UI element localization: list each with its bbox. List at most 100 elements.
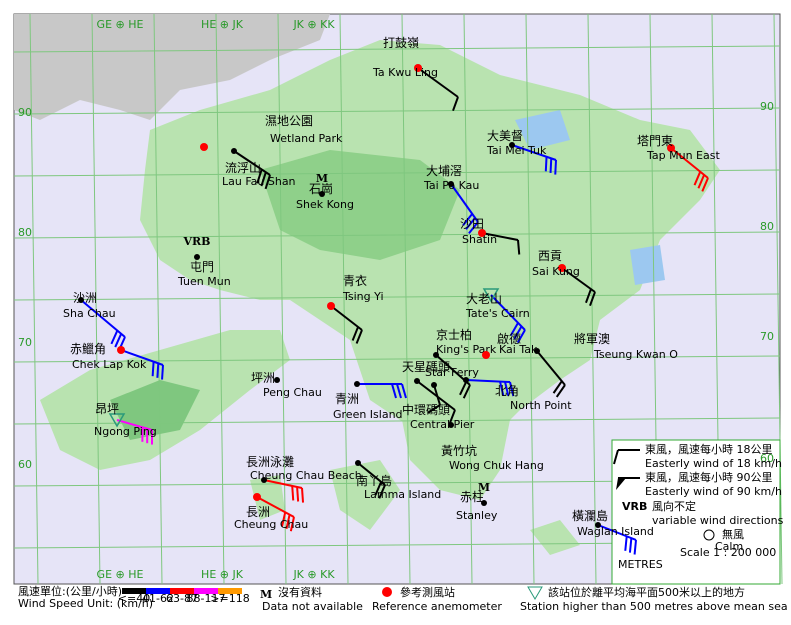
station-name-en: Cheung Chau (234, 518, 308, 531)
wind-shaft (330, 305, 363, 331)
footer-text: Wind Speed Unit: (km/h) (18, 597, 153, 610)
wind-barb (448, 409, 456, 424)
grid-line (339, 13, 349, 585)
station (595, 522, 601, 528)
station-name-en: King's Park (436, 343, 497, 356)
wind-shaft (597, 524, 637, 541)
speed-range: 88-117 (187, 592, 226, 605)
footer-high (527, 586, 543, 600)
station-name-cn: 打鼓嶺 (383, 36, 419, 50)
high-station (108, 413, 126, 428)
station-name-cn: 石崗 (309, 182, 333, 196)
footer-symbol: M (260, 588, 272, 601)
legend-text: METRES (618, 558, 663, 571)
wind-barb (452, 96, 459, 112)
station (355, 460, 361, 466)
station-name-en: Tsing Yi (342, 290, 384, 303)
reference-station (117, 346, 125, 354)
wind-barb (296, 486, 300, 502)
wind-barb (260, 171, 267, 187)
station-name-en: Ta Kwu Ling (372, 66, 438, 79)
wind-barb (589, 291, 596, 307)
wind-shaft (263, 479, 303, 489)
wind-barb (509, 381, 515, 397)
station-name-cn: 啟德 (497, 331, 521, 346)
station-name-cn: 京士柏 (436, 327, 472, 342)
legend-text: 無風 (722, 527, 744, 541)
wind-barb (499, 381, 505, 396)
legend-flag (616, 478, 626, 490)
station (414, 378, 420, 384)
legend-barb (613, 449, 619, 465)
high-station (482, 288, 500, 303)
grid-line (525, 13, 535, 585)
wind-barb (264, 174, 271, 190)
wind-barb (156, 363, 160, 378)
wind-barb (161, 364, 164, 380)
station-name-cn: 大埔滘 (426, 164, 462, 178)
speed-color (170, 588, 194, 594)
wind-barb (256, 169, 263, 184)
grid-label: HE ⊕ JK (201, 568, 244, 581)
wind-barb (513, 325, 523, 340)
station-name-en: Lau Fau Shan (222, 175, 296, 188)
station-name-cn: 赤柱 (460, 489, 484, 504)
station-name-cn: 長洲 (246, 505, 270, 519)
legend-text: Scale 1 : 200 000 (680, 546, 776, 559)
wind-shaft (450, 183, 479, 223)
grid-line (773, 13, 783, 585)
footer-text: 該站位於離平均海平面500米以上的地方 (548, 585, 745, 599)
station-name-cn: 流浮山 (225, 161, 261, 175)
legend-text: Calm (715, 540, 743, 553)
station-name-en: Chek Lap Kok (72, 358, 147, 371)
station (534, 348, 540, 354)
speed-color (218, 588, 242, 594)
wind-shaft (416, 380, 456, 411)
legend-text: 風向不定 (652, 499, 696, 513)
station-name-en: Waglan Island (577, 525, 654, 538)
wind-barb (549, 158, 553, 173)
grid-label: GE ⊕ HE (97, 18, 144, 31)
wind-barb (462, 213, 473, 226)
wind-barb (289, 516, 295, 532)
speed-range: 41-62 (142, 592, 174, 605)
wind-barb (378, 484, 386, 499)
station-name-cn: 青洲 (335, 392, 359, 406)
station (319, 191, 325, 197)
speed-range: <=40 (118, 592, 150, 605)
wind-barb (459, 381, 468, 396)
wind-shaft (670, 147, 709, 179)
wind-barb (285, 514, 291, 530)
legend-text: 東風，風速每小時 90公里 (645, 470, 773, 484)
wind-barb (552, 380, 563, 394)
station-name-cn: 沙田 (460, 217, 484, 231)
station-name-cn: 青衣 (343, 273, 367, 288)
station-name-cn: 塔門東 (637, 134, 673, 148)
wind-barb (281, 512, 287, 527)
station-name-en: Tate's Cairn (465, 307, 530, 320)
wind-shaft (433, 384, 441, 406)
wind-shaft (561, 267, 596, 293)
station-name-en: Kai Tak (499, 343, 538, 356)
grid-label: 90 (760, 100, 774, 113)
wind-barb (291, 485, 295, 501)
footer-ref (382, 587, 392, 597)
station (78, 297, 84, 303)
wind-barb (554, 159, 557, 175)
station (448, 422, 454, 428)
wind-barb (504, 381, 510, 397)
wind-barb (628, 538, 633, 553)
station-name-en: Central Pier (410, 418, 475, 431)
station (448, 181, 454, 187)
station (274, 377, 280, 383)
wind-barb (701, 177, 709, 192)
station-name-en: North Point (510, 399, 572, 412)
station-name-en: Lamma Island (364, 488, 441, 501)
reference-station (200, 143, 208, 151)
station-symbol: M (478, 481, 490, 494)
station (431, 382, 437, 388)
wind-shaft (490, 294, 526, 331)
station-name-en: Wetland Park (270, 132, 343, 145)
station-name-cn: 沙洲 (73, 291, 97, 305)
